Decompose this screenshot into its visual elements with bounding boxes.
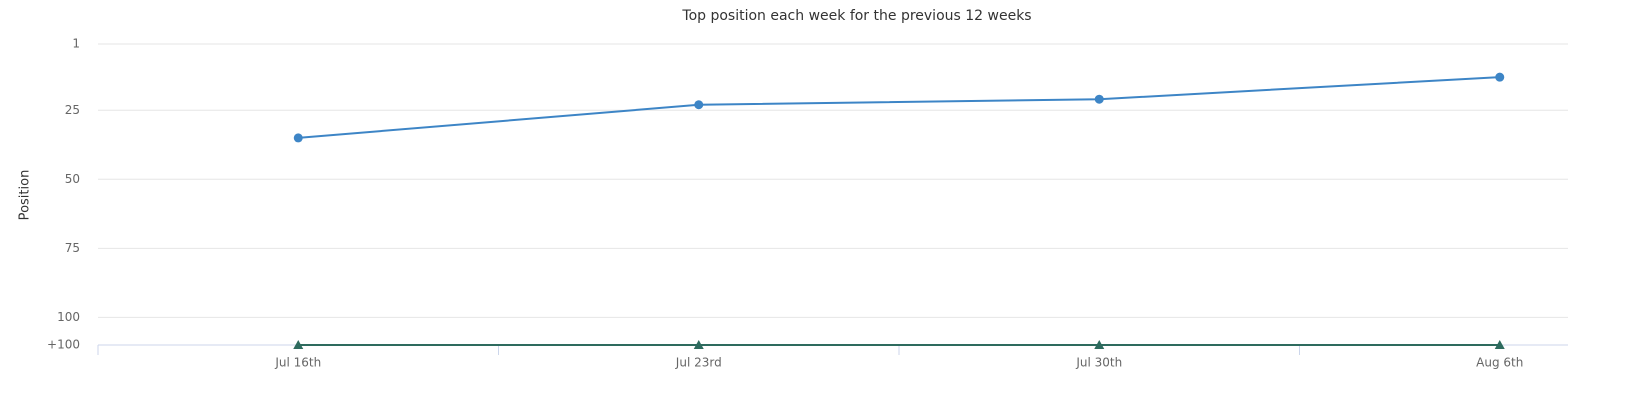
y-tick-label: +100 [47, 338, 80, 352]
y-tick-label: 1 [72, 37, 80, 51]
point-marker [293, 133, 303, 143]
point-marker [1494, 340, 1505, 349]
point-marker [1495, 72, 1505, 82]
y-tick-label: 25 [65, 103, 80, 117]
y-axis-title: Position [18, 170, 33, 221]
x-tick-label: Jul 16th [274, 356, 321, 370]
y-tick-label: 75 [65, 241, 80, 255]
point-marker [1094, 94, 1104, 104]
point-marker [293, 340, 304, 349]
series-line [298, 76, 1500, 139]
x-tick-label: Jul 23rd [675, 356, 722, 370]
x-tick-label: Aug 6th [1476, 356, 1523, 370]
point-marker [693, 340, 704, 349]
y-tick-label: 100 [57, 310, 80, 324]
point-marker [694, 100, 704, 110]
point-marker [1094, 340, 1105, 349]
y-tick-label: 50 [65, 172, 80, 186]
chart-title: Top position each week for the previous … [681, 8, 1031, 24]
x-tick-label: Jul 30th [1075, 356, 1122, 370]
